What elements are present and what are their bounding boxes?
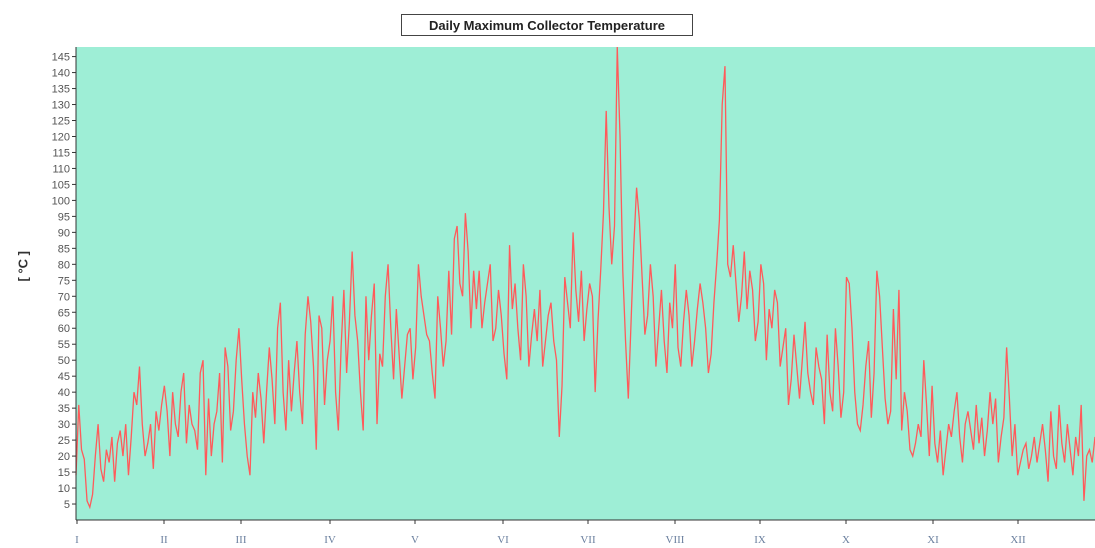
y-axis: 5 10 15 20 25 30 35 40 45 50 55 60 65 70 75 80 85 90 95 100…: [52, 52, 76, 511]
x-axis: I II III IV V VI VII VIII IX X XI XII: [75, 520, 1026, 546]
y-tick-label: 30: [58, 419, 70, 431]
y-tick-label: 50: [58, 355, 70, 367]
month-label: VI: [497, 534, 509, 546]
y-tick-label: 65: [58, 307, 70, 319]
y-tick-label: 40: [58, 387, 70, 399]
y-tick-label: 145: [52, 52, 70, 64]
y-tick-label: 100: [52, 195, 70, 207]
month-label: X: [842, 534, 850, 546]
y-tick-label: 140: [52, 68, 70, 80]
month-label: XI: [927, 534, 939, 546]
y-tick-label: 120: [52, 131, 70, 143]
temperature-series-line: [75, 46, 1095, 510]
y-tick-label: 45: [58, 371, 70, 383]
y-tick-label: 20: [58, 451, 70, 463]
month-label: XII: [1010, 534, 1026, 546]
y-tick-label: 15: [58, 467, 70, 479]
y-tick-label: 125: [52, 116, 70, 128]
y-tick-label: 60: [58, 323, 70, 335]
month-label: VIII: [666, 534, 685, 546]
y-tick-label: 130: [52, 100, 70, 112]
month-label: III: [236, 534, 247, 546]
y-tick-label: 55: [58, 339, 70, 351]
month-label: V: [411, 534, 419, 546]
month-label: IX: [754, 534, 766, 546]
month-label: II: [160, 534, 168, 546]
y-tick-label: 80: [58, 259, 70, 271]
y-tick-label: 25: [58, 435, 70, 447]
y-tick-label: 10: [58, 483, 70, 495]
y-tick-label: 110: [52, 163, 70, 175]
month-label: VII: [580, 534, 596, 546]
y-tick-label: 75: [58, 275, 70, 287]
y-tick-label: 115: [52, 147, 70, 159]
y-tick-label: 105: [52, 179, 70, 191]
month-label: I: [75, 534, 79, 546]
y-tick-label: 70: [58, 291, 70, 303]
chart-title: Daily Maximum Collector Temperature: [401, 14, 693, 36]
y-tick-label: 5: [64, 499, 70, 511]
y-tick-label: 85: [58, 243, 70, 255]
month-label: IV: [324, 534, 336, 546]
y-tick-label: 35: [58, 403, 70, 415]
y-tick-label: 135: [52, 84, 70, 96]
y-tick-label: 90: [58, 227, 70, 239]
y-tick-label: 95: [58, 211, 70, 223]
